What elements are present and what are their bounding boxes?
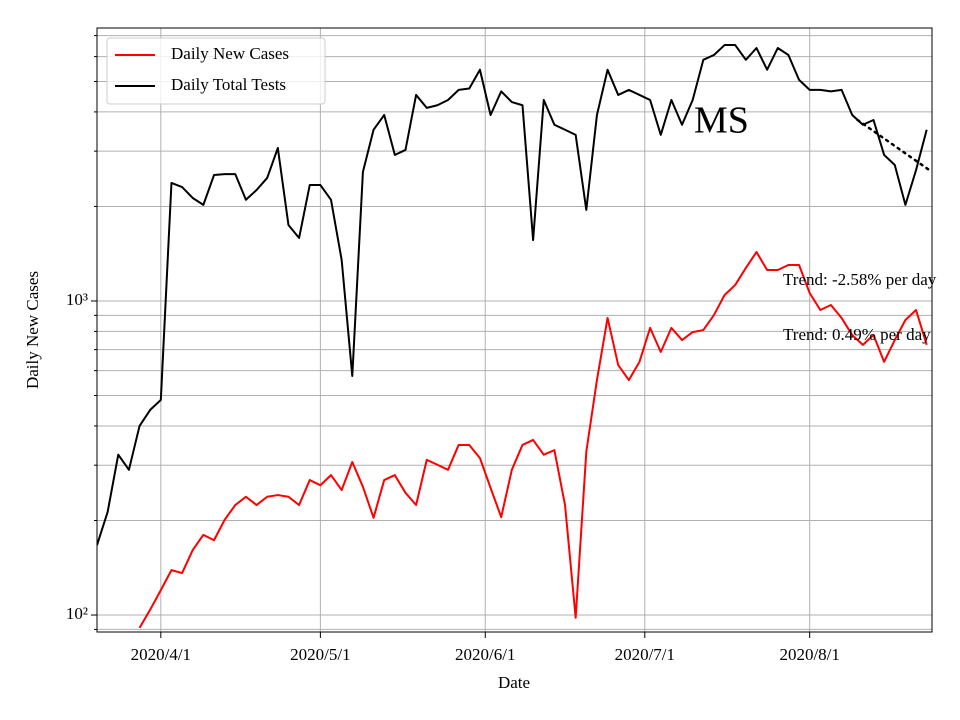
x-tick-label: 2020/4/1 (131, 645, 191, 664)
x-axis-label: Date (498, 673, 530, 692)
legend-box (106, 37, 326, 105)
y-axis-label: Daily New Cases (23, 271, 42, 389)
plot-area (97, 44, 932, 629)
x-tick-label: 2020/8/1 (779, 645, 839, 664)
x-tick-label: 2020/6/1 (455, 645, 515, 664)
trend-line (856, 118, 932, 174)
annotation: Trend: -2.58% per day (783, 270, 937, 289)
grid (97, 28, 932, 632)
series-line (138, 251, 928, 629)
series-line (97, 44, 928, 546)
legend-label: Daily New Cases (171, 44, 289, 63)
legend: Daily New Cases Daily Total Tests (106, 37, 326, 105)
ticks: 10² 10³ 2020/4/1 2020/5/1 2020/6/1 2020/7/1 20… (66, 35, 840, 664)
annotation: Trend: 0.49% per day (783, 325, 931, 344)
y-tick-label: 10³ (66, 290, 88, 309)
y-tick-label: 10² (66, 604, 88, 623)
plot-frame (96, 27, 933, 633)
annotation: MS (694, 100, 749, 142)
x-tick-label: 2020/7/1 (615, 645, 675, 664)
x-tick-label: 2020/5/1 (290, 645, 350, 664)
legend-label: Daily Total Tests (171, 75, 286, 94)
annotations: MS Trend: -2.58% per day Trend: 0.49% per … (694, 100, 937, 344)
